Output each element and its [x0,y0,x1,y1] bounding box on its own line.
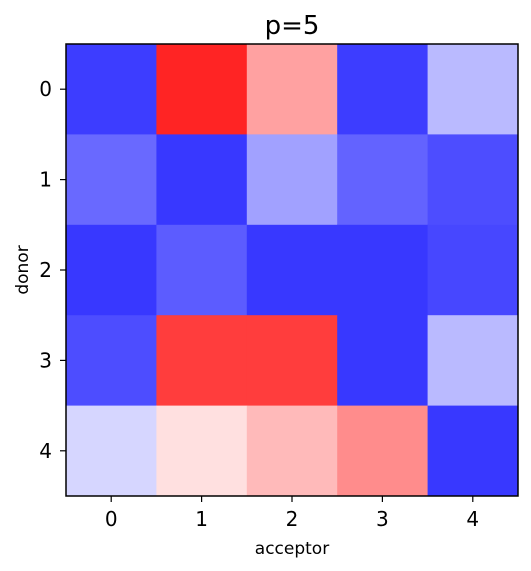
y-tick-label: 2 [39,258,52,282]
y-tick-label: 1 [39,168,52,192]
heatmap-cell-r2-c3 [337,224,429,316]
heatmap-cell-r4-c3 [337,405,429,497]
heatmap-cell-r1-c3 [337,134,429,226]
heatmap-cell-r0-c4 [427,44,519,135]
x-tick-label: 1 [195,507,208,531]
heatmap-cell-r3-c3 [337,315,429,407]
y-axis-ticks: 0 1 2 3 4 [39,77,66,463]
heatmap-cell-r4-c0 [66,405,157,497]
heatmap-cell-r0-c2 [246,44,338,135]
heatmap-cell-r1-c0 [66,134,157,226]
heatmap-cell-r4-c4 [427,405,519,497]
heatmap-cell-r3-c0 [66,315,157,407]
heatmap-cell-r4-c2 [246,405,338,497]
heatmap-cell-r3-c1 [156,315,248,407]
heatmap-cells [66,44,519,497]
y-tick-label: 0 [39,77,52,101]
x-axis-ticks: 0 1 2 3 4 [105,496,479,531]
heatmap-cell-r3-c4 [427,315,519,407]
x-tick-label: 2 [286,507,299,531]
y-axis-label: donor [13,245,33,294]
heatmap-cell-r2-c2 [246,224,338,316]
heatmap-cell-r1-c2 [246,134,338,226]
heatmap-cell-r1-c1 [156,134,248,226]
x-tick-label: 3 [376,507,389,531]
y-tick-label: 4 [39,439,52,463]
heatmap-cell-r2-c1 [156,224,248,316]
heatmap-cell-r0-c3 [337,44,429,135]
heatmap-cell-r0-c0 [66,44,157,135]
x-axis-label: acceptor [255,539,329,559]
heatmap-cell-r2-c4 [427,224,519,316]
chart-title: p=5 [265,11,320,41]
heatmap-cell-r4-c1 [156,405,248,497]
x-tick-label: 0 [105,507,118,531]
heatmap-cell-r1-c4 [427,134,519,226]
x-tick-label: 4 [466,507,479,531]
heatmap-cell-r2-c0 [66,224,157,316]
y-tick-label: 3 [39,348,52,372]
heatmap-cell-r3-c2 [246,315,338,407]
heatmap-cell-r0-c1 [156,44,248,135]
